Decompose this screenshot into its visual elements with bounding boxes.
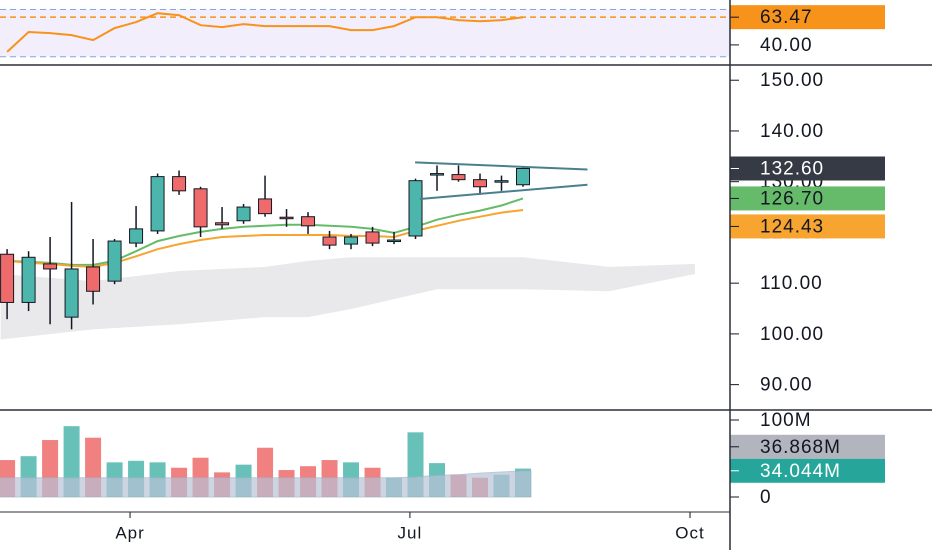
candle-body (129, 228, 144, 244)
y-tick-label: 90.00 (760, 375, 813, 396)
candle-body (279, 216, 294, 220)
candle-body (430, 173, 445, 176)
price-tag-label: 34.044M (760, 461, 841, 482)
price-tag-label: 63.47 (760, 7, 813, 28)
candle-body (301, 216, 316, 227)
x-tick-label: Jul (398, 523, 423, 542)
candle-body (408, 180, 423, 237)
ichimoku-cloud (0, 257, 695, 340)
candle-body (193, 188, 208, 228)
candle-body (365, 231, 380, 244)
trend-line (419, 183, 588, 200)
y-tick-label: 40.00 (760, 35, 813, 56)
price-tag (730, 434, 885, 459)
candle-body (107, 240, 122, 282)
x-tick-label: Apr (115, 523, 144, 542)
price-tag-label: 126.70 (760, 188, 824, 209)
price-tag-label: 36.868M (760, 437, 841, 458)
candle-body (172, 176, 187, 192)
candle-body (43, 263, 58, 270)
y-tick-label: 100M (760, 410, 812, 431)
y-tick-label: 150.00 (760, 70, 824, 91)
trend-line (415, 161, 588, 171)
candle-body (64, 268, 79, 318)
candle-body (473, 179, 488, 188)
price-tag (730, 5, 885, 30)
volume-ma-area (0, 470, 532, 498)
price-tag-label: 132.60 (760, 159, 824, 180)
candle-body (494, 180, 509, 183)
y-tick-label: 100.00 (760, 324, 824, 345)
candle-body (387, 239, 402, 243)
candle-body (21, 256, 36, 303)
candle-body (258, 198, 273, 215)
price-tag (730, 214, 885, 239)
rsi-line (6, 12, 524, 53)
x-tick-label: Oct (675, 523, 704, 542)
y-tick-label: 140.00 (760, 121, 824, 142)
price-tag-label: 124.43 (760, 216, 824, 237)
y-tick-label: 110.00 (760, 273, 823, 294)
candle-body (515, 168, 530, 186)
candle-body (0, 253, 15, 303)
candle-body (322, 236, 337, 246)
candle-body (451, 174, 466, 181)
price-tag (730, 458, 885, 483)
price-tag (730, 186, 885, 211)
price-tag (730, 156, 885, 181)
candle-body (344, 236, 359, 245)
candle-body (150, 176, 165, 232)
candle-body (236, 206, 251, 222)
candle-body (215, 222, 230, 226)
y-tick-label: 0 (760, 487, 772, 508)
candle-body (86, 266, 101, 292)
